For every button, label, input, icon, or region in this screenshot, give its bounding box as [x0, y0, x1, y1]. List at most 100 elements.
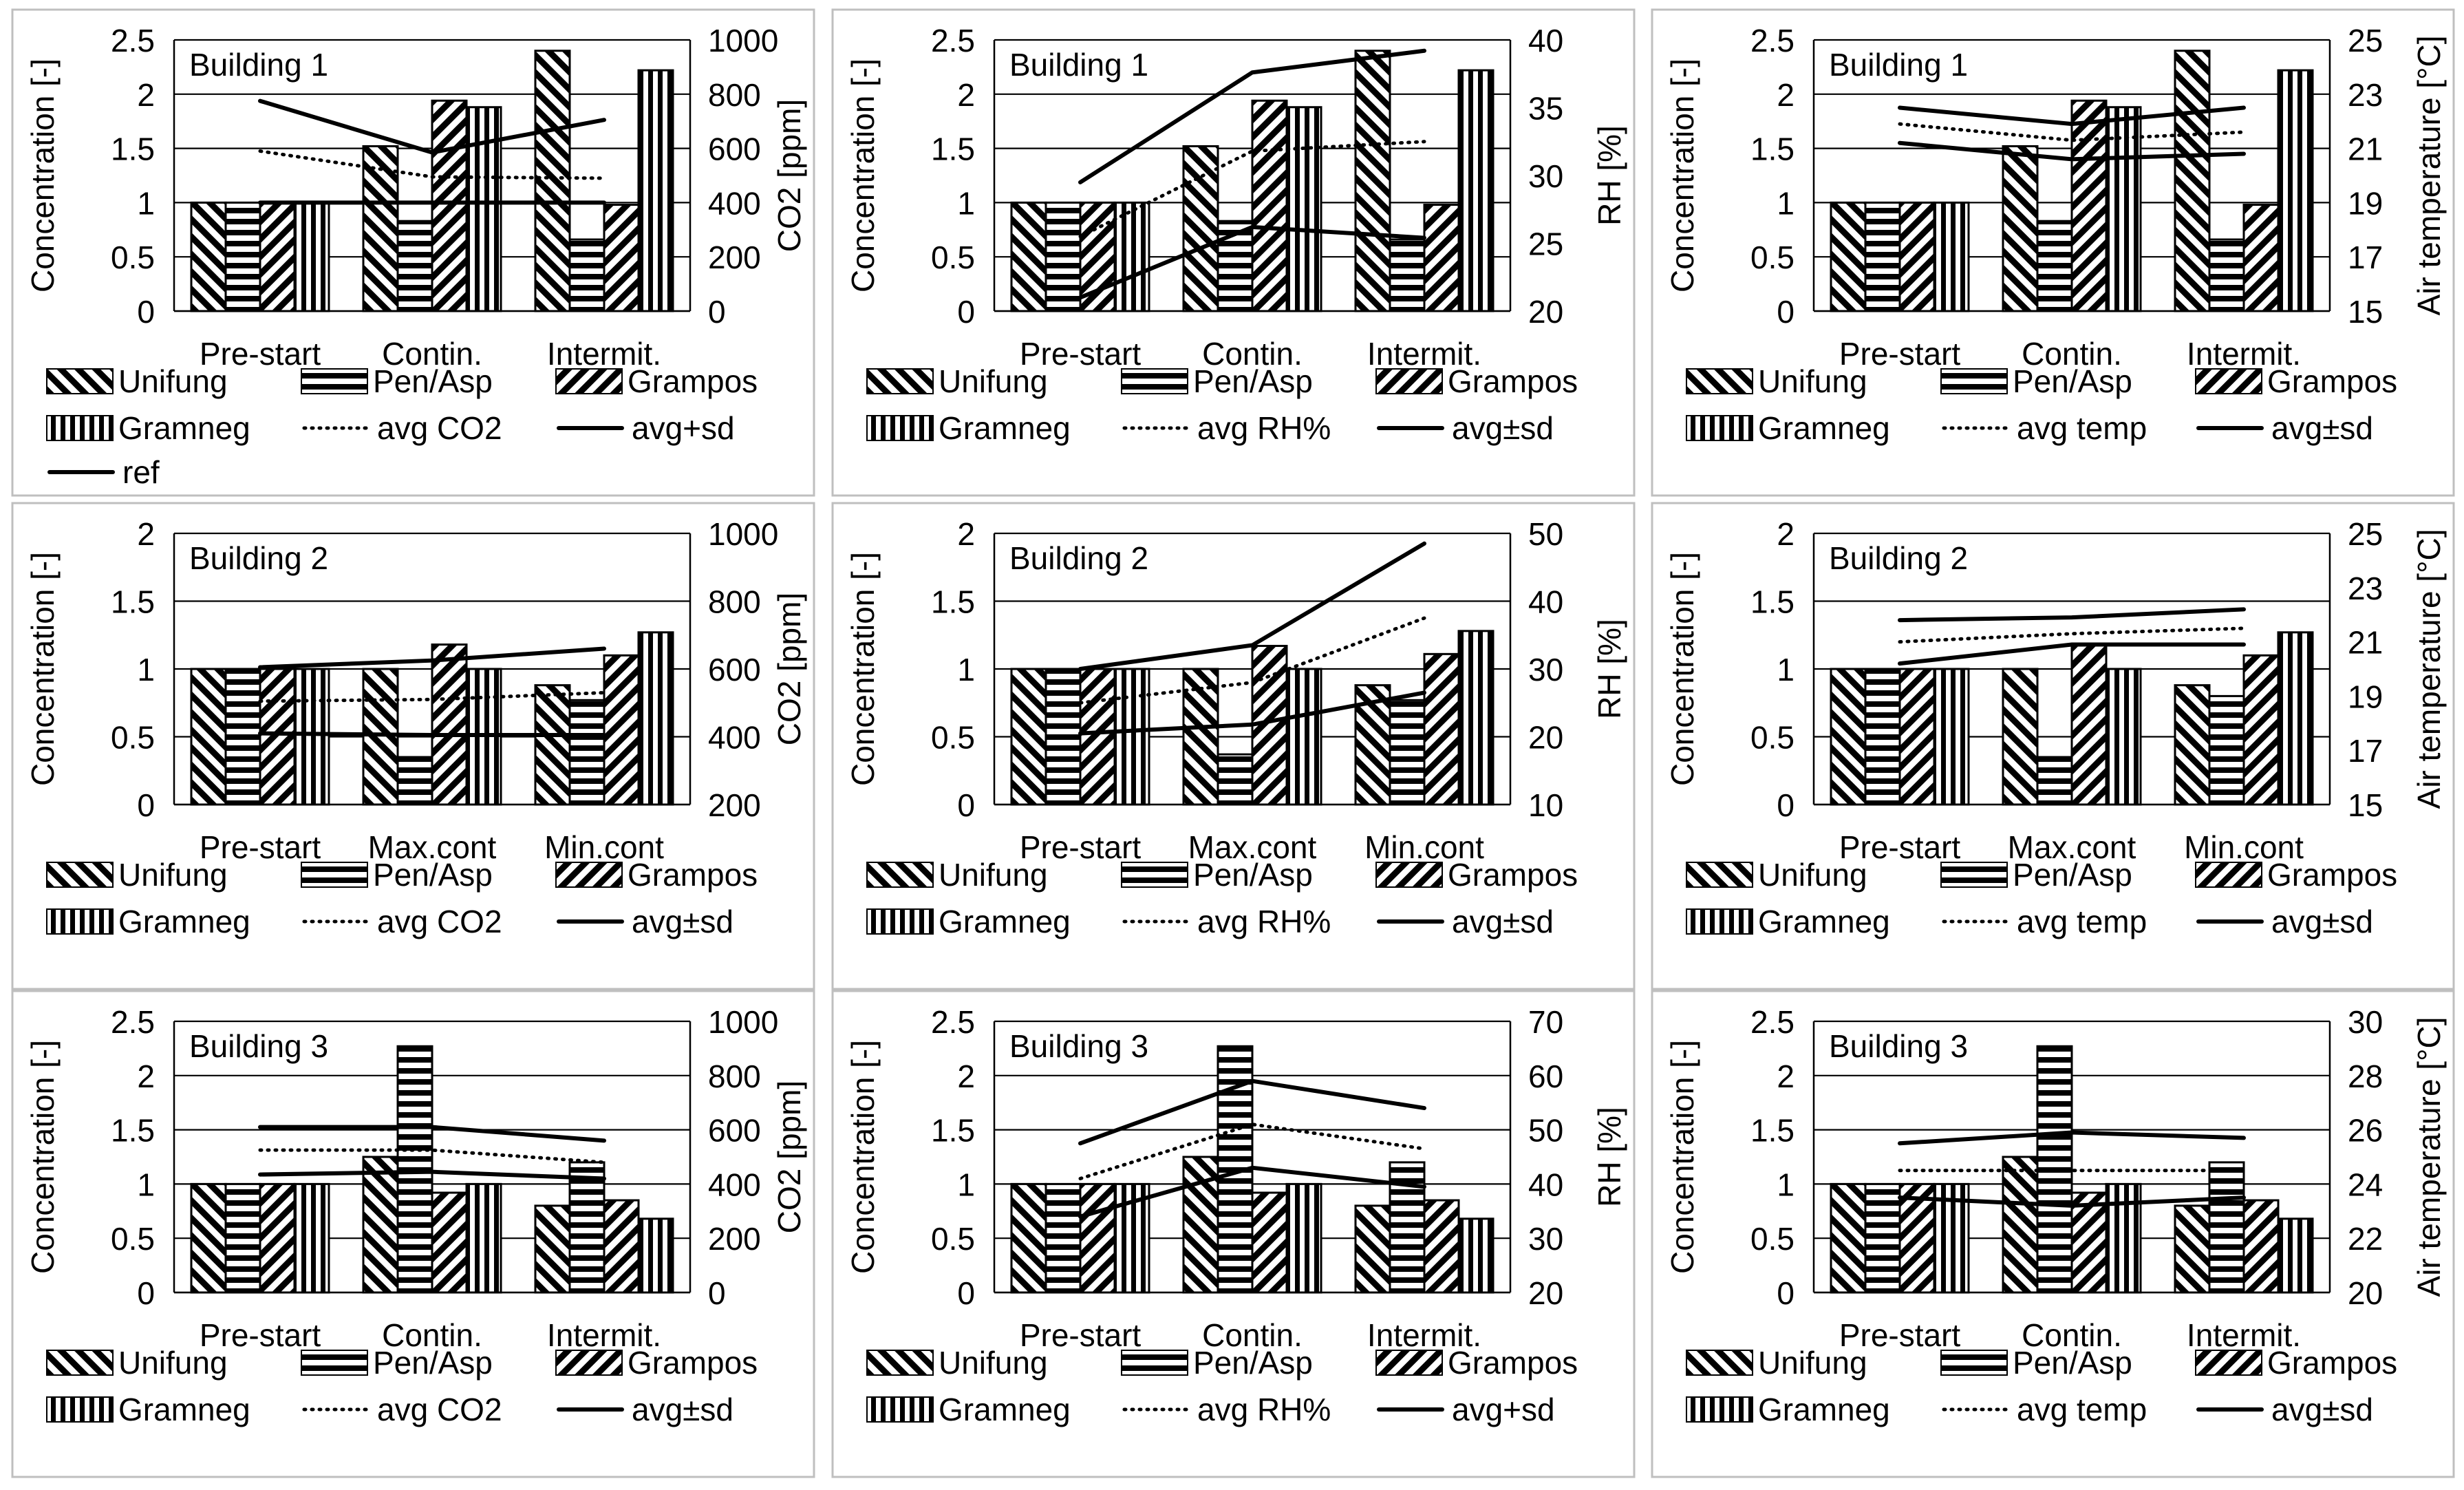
- bar-pen-asp: [396, 756, 433, 806]
- bar-grampos: [2242, 204, 2280, 312]
- bar-gramneg: [1113, 668, 1150, 806]
- legend-label: Gramneg: [118, 904, 250, 939]
- bar-gramneg: [2105, 1182, 2142, 1294]
- bar-gramneg: [465, 106, 502, 312]
- y-tick-label: 0: [1777, 294, 1795, 330]
- y2-tick-label: 17: [2348, 733, 2383, 769]
- bar-pen-asp: [1044, 1182, 1082, 1294]
- x-tick-label: Pre-start: [1839, 829, 1961, 865]
- y-tick-label: 1: [1777, 185, 1795, 221]
- legend-swatch: [1375, 1350, 1443, 1376]
- legend-label: Pen/Asp: [2013, 857, 2132, 893]
- chart-panel-3: 0 0.5 1 1.5 2 2.5 15 17 19 21 23 25 Concentration [-…: [1651, 8, 2455, 497]
- legend-label: avg RH%: [1197, 904, 1331, 939]
- bar-pen-asp: [1864, 201, 1901, 312]
- legend-label: Grampos: [1448, 1345, 1578, 1381]
- legend-label: Unifung: [118, 1345, 228, 1381]
- legend-swatch: [1686, 1396, 1753, 1423]
- y-tick-label: 0.5: [1750, 240, 1795, 275]
- legend-label: Pen/Asp: [2013, 1345, 2132, 1381]
- series-line-avg-sd: [1898, 642, 2246, 666]
- y2-tick-label: 50: [1528, 1113, 1563, 1149]
- legend-label: Pen/Asp: [1193, 1345, 1313, 1381]
- series-line-avg-sd: [258, 646, 606, 670]
- y-tick-label: 1.5: [931, 1113, 975, 1149]
- legend-swatch: [46, 1396, 114, 1423]
- series-line-avg-sd: [1078, 690, 1426, 736]
- legend-label: Unifung: [939, 1345, 1048, 1381]
- y2-tick-label: 20: [1528, 294, 1563, 330]
- bar-unifung: [190, 201, 227, 312]
- bar-pen-asp: [2208, 1161, 2245, 1294]
- legend-label: avg temp: [2017, 904, 2147, 939]
- chart-panel-8: 0 0.5 1 1.5 2 2.5 20 30 40 50 60 70 Concentration [-…: [831, 990, 1636, 1478]
- y-tick-label: 0.5: [111, 1221, 155, 1257]
- legend-label: Pen/Asp: [373, 1345, 493, 1381]
- bar-grampos: [603, 204, 640, 312]
- y-tick-label: 1.5: [1750, 1113, 1795, 1149]
- y2-tick-label: 15: [2348, 294, 2383, 330]
- bar-grampos: [259, 201, 296, 312]
- series-line-avg-sd: [1078, 541, 1426, 671]
- y-axis-title: Concentration [-]: [25, 1040, 61, 1274]
- x-tick-label: Contin.: [2022, 336, 2122, 372]
- chart-panel-2: 0 0.5 1 1.5 2 2.5 20 25 30 35 40 Concentration [-] R…: [831, 8, 1636, 497]
- y-tick-label: 1.5: [1750, 584, 1795, 620]
- legend-label: avg temp: [2017, 410, 2147, 446]
- y2-tick-label: 40: [1528, 584, 1563, 620]
- y-tick-label: 0: [137, 787, 155, 823]
- legend-label: avg±sd: [1452, 410, 1554, 446]
- y2-tick-label: 1000: [708, 1004, 778, 1040]
- y-tick-label: 0.5: [1750, 1221, 1795, 1257]
- y-tick-label: 2: [1777, 77, 1795, 113]
- y-tick-label: 1.5: [931, 131, 975, 167]
- legend-swatch: [301, 368, 368, 394]
- bar-grampos: [259, 668, 296, 806]
- y-tick-label: 0.5: [1750, 720, 1795, 756]
- bar-gramneg: [2277, 631, 2314, 806]
- bar-pen-asp: [1044, 201, 1082, 312]
- y-tick-label: 1: [137, 185, 155, 221]
- y2-tick-label: 800: [708, 77, 761, 113]
- legend-swatch: [301, 862, 368, 888]
- bar-pen-asp: [2036, 220, 2073, 312]
- bar-pen-asp: [2208, 238, 2245, 312]
- bar-unifung: [1830, 201, 1867, 312]
- series-line-avg-sd: [1898, 105, 2246, 127]
- legend-label: Grampos: [628, 363, 758, 399]
- y-tick-label: 2.5: [1750, 1004, 1795, 1040]
- legend-label: ref: [122, 454, 160, 490]
- chart-title: Building 3: [1009, 1028, 1148, 1064]
- bar-grampos: [431, 643, 468, 806]
- y-tick-label: 1: [1777, 1167, 1795, 1202]
- bar-grampos: [2070, 643, 2108, 806]
- y-tick-label: 0.5: [931, 720, 975, 756]
- legend-swatch: [866, 862, 934, 888]
- legend-swatch: [2195, 862, 2262, 888]
- y2-tick-label: 21: [2348, 131, 2383, 167]
- y2-tick-label: 19: [2348, 679, 2383, 714]
- bar-unifung: [362, 1156, 399, 1294]
- bar-pen-asp: [396, 1045, 433, 1294]
- legend-label: Grampos: [1448, 363, 1578, 399]
- y2-tick-label: 26: [2348, 1113, 2383, 1149]
- x-tick-label: Contin.: [1202, 336, 1303, 372]
- legend-swatch: [2195, 1350, 2262, 1376]
- bar-unifung: [1182, 668, 1219, 806]
- y2-axis-title: CO2 [ppm]: [771, 1081, 807, 1233]
- legend-label: avg+sd: [632, 410, 735, 446]
- y-tick-label: 2: [957, 516, 975, 552]
- legend-swatch: [866, 908, 934, 935]
- series-line-avg-rh-: [1078, 1122, 1426, 1181]
- bar-grampos: [431, 1191, 468, 1294]
- y-tick-label: 1: [957, 185, 975, 221]
- x-tick-label: Intermit.: [547, 1317, 661, 1353]
- series-line-avg-rh-: [1078, 140, 1426, 239]
- series-line-avg-sd: [1898, 1195, 2246, 1208]
- bar-gramneg: [637, 69, 674, 312]
- y-tick-label: 0.5: [931, 1221, 975, 1257]
- bar-gramneg: [1457, 69, 1495, 312]
- x-tick-label: Min.cont: [2184, 829, 2304, 865]
- x-tick-label: Pre-start: [200, 829, 321, 865]
- series-line-avg-sd: [1898, 140, 2246, 162]
